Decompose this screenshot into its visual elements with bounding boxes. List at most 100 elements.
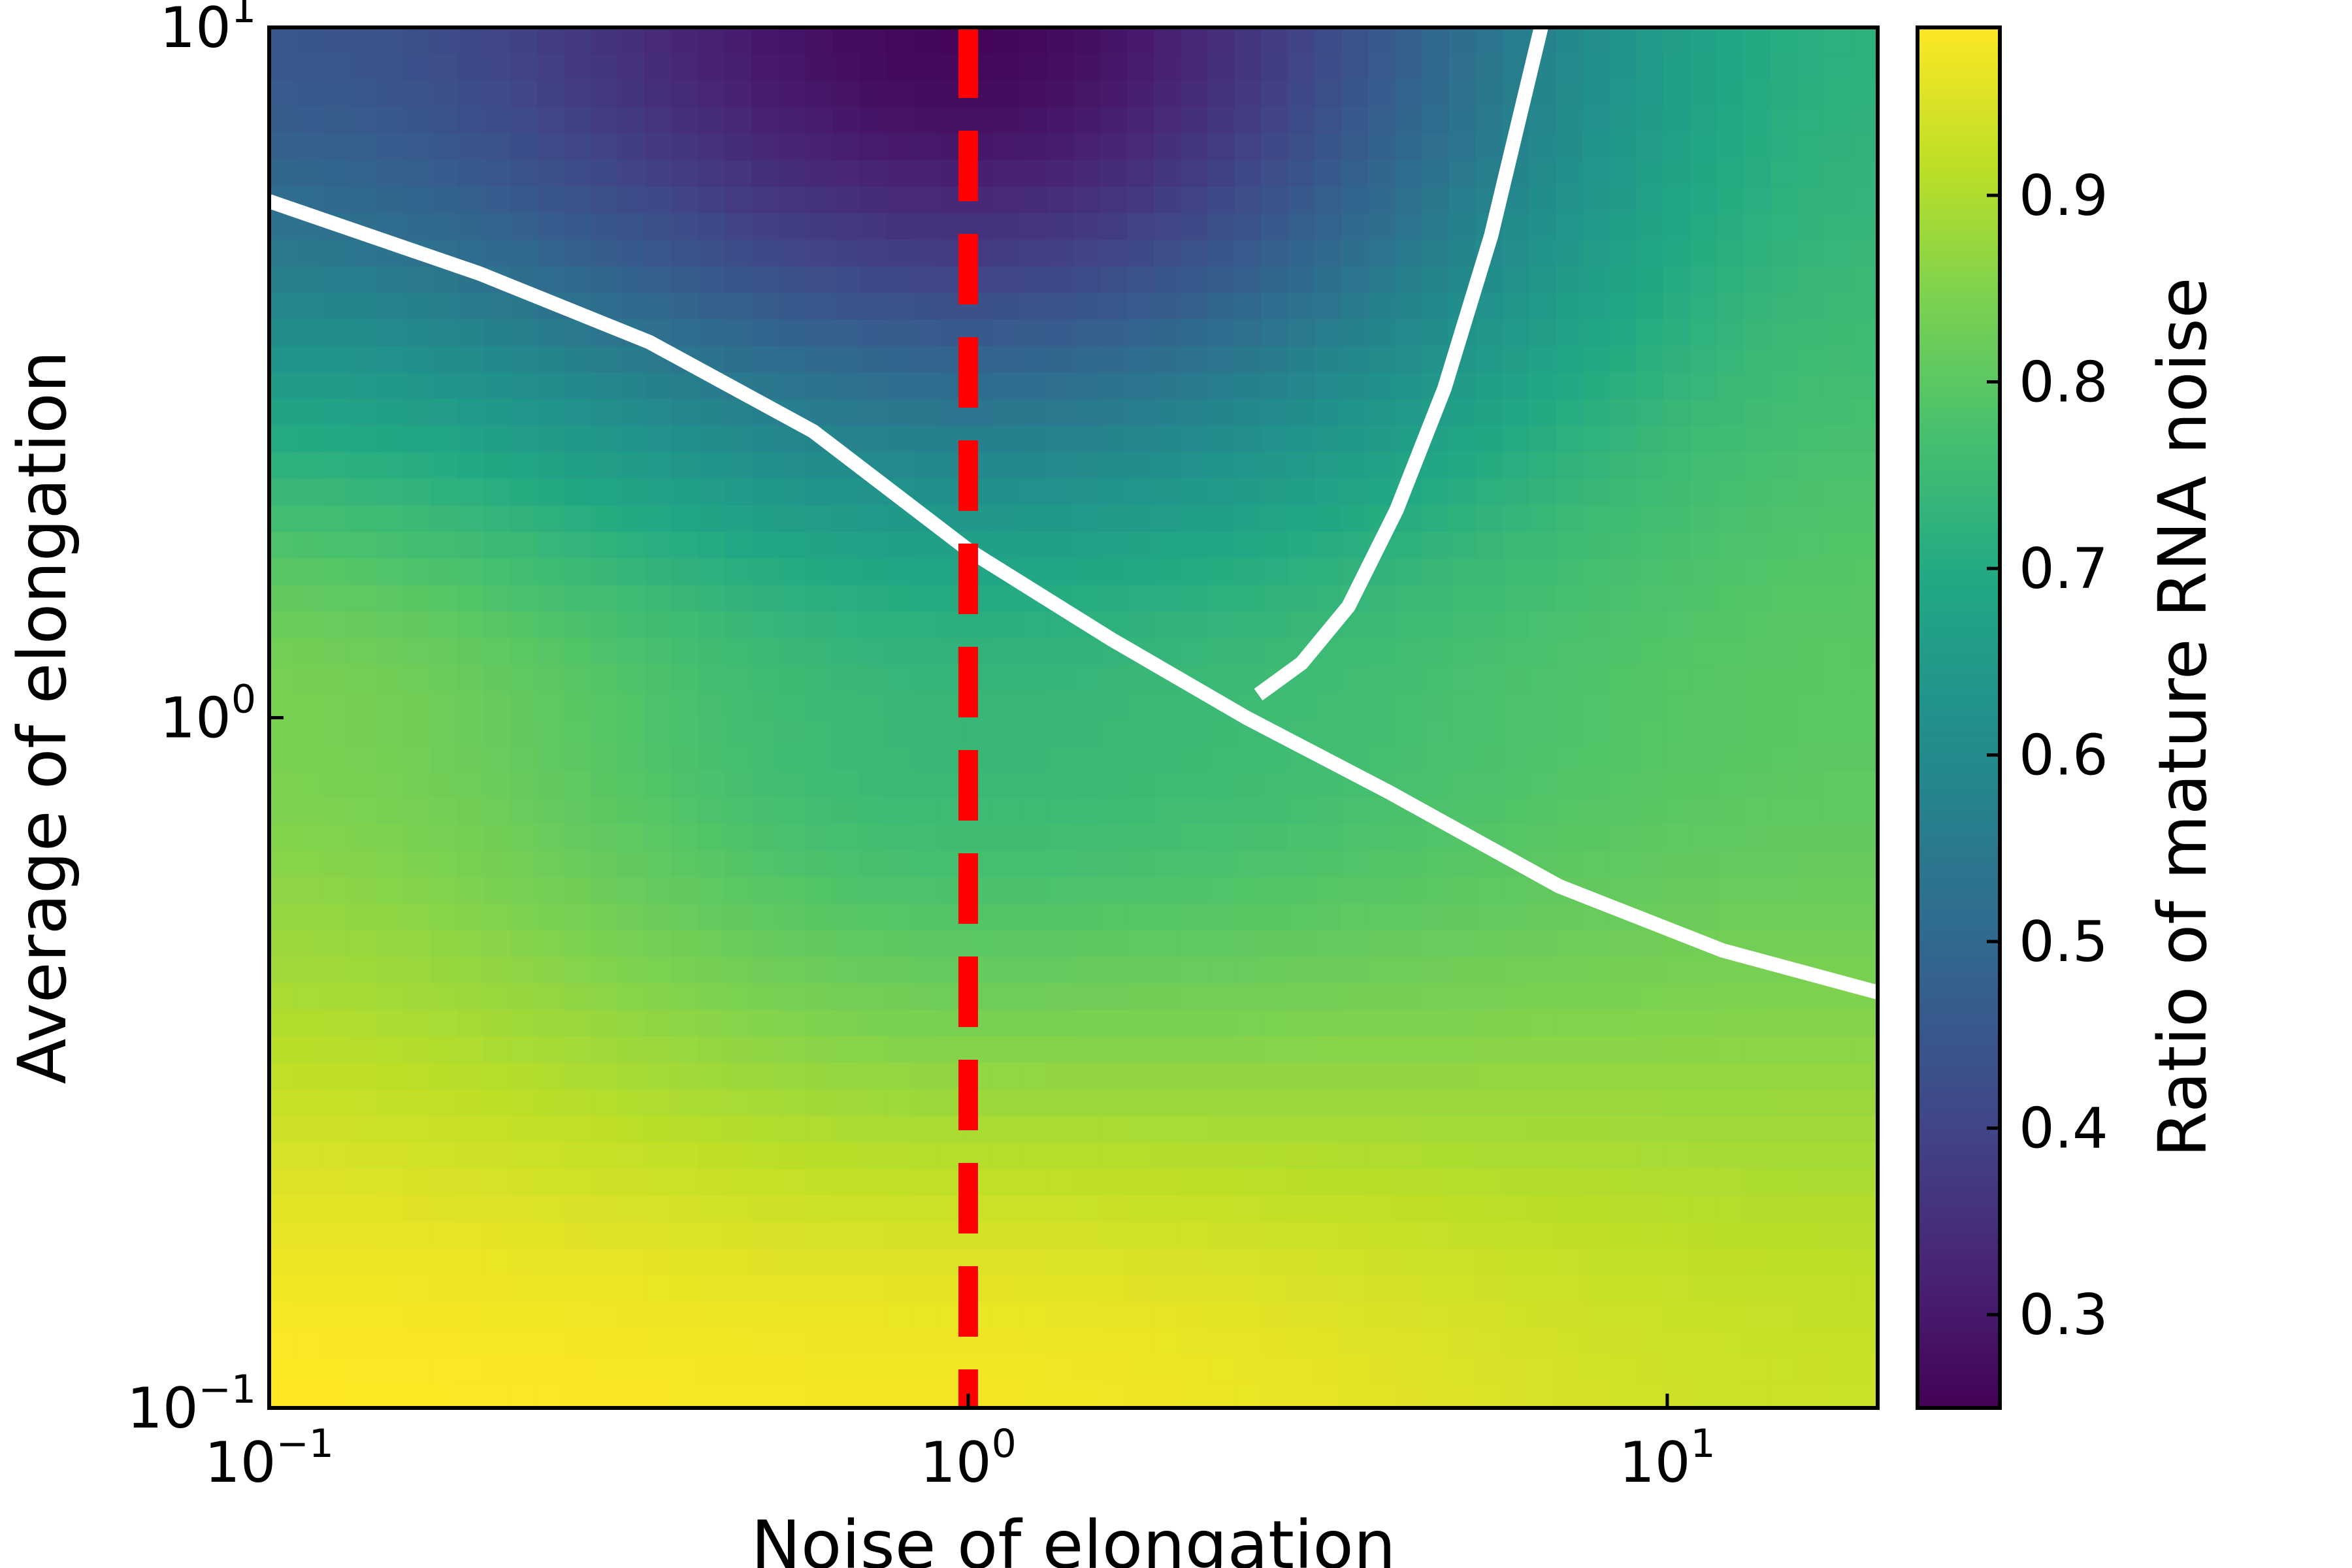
heatmap-cell	[725, 106, 753, 135]
heatmap-cell	[1073, 1275, 1102, 1303]
heatmap-cell	[1556, 293, 1584, 320]
heatmap-cell	[698, 1328, 726, 1356]
heatmap-cell	[1315, 532, 1343, 559]
heatmap-cell	[483, 850, 512, 878]
heatmap-cell	[778, 1328, 806, 1356]
heatmap-cell	[698, 558, 726, 586]
heatmap-cell	[1690, 478, 1718, 506]
heatmap-cell	[1448, 1062, 1477, 1090]
heatmap-cell	[537, 850, 565, 878]
heatmap-cell	[1261, 1222, 1289, 1250]
heatmap-cell	[376, 983, 404, 1011]
heatmap-cell	[778, 1116, 806, 1143]
heatmap-cell	[269, 1062, 297, 1090]
heatmap-cell	[1395, 903, 1423, 931]
heatmap-cell	[858, 1328, 887, 1356]
heatmap-cell	[1046, 1036, 1074, 1064]
heatmap-cell	[751, 1195, 779, 1223]
heatmap-cell	[751, 1381, 779, 1408]
heatmap-cell	[1261, 797, 1289, 825]
heatmap-cell	[885, 1381, 913, 1408]
heatmap-cell	[1690, 425, 1718, 453]
heatmap-cell	[1716, 452, 1744, 480]
heatmap-cell	[296, 452, 324, 480]
heatmap-cell	[510, 691, 538, 719]
heatmap-cell	[376, 664, 404, 692]
heatmap-cell	[1502, 1169, 1530, 1196]
heatmap-cell	[1154, 1275, 1182, 1303]
heatmap-cell	[1073, 133, 1102, 161]
heatmap-cell	[1770, 1275, 1798, 1303]
heatmap-cell	[1046, 133, 1074, 161]
heatmap-cell	[537, 319, 565, 347]
heatmap-cell	[403, 1036, 431, 1064]
heatmap-cell	[1019, 160, 1047, 188]
heatmap-cell	[1716, 372, 1744, 400]
heatmap-cell	[350, 1275, 378, 1303]
heatmap-cell	[885, 850, 913, 878]
heatmap-cell	[1797, 1301, 1825, 1330]
heatmap-cell	[591, 133, 619, 161]
heatmap-cell	[564, 558, 592, 586]
heatmap-cell	[376, 106, 404, 135]
heatmap-cell	[698, 80, 726, 108]
heatmap-cell	[564, 850, 592, 878]
heatmap-cell	[1422, 585, 1450, 612]
heatmap-cell	[751, 106, 779, 135]
heatmap-cell	[591, 585, 619, 612]
heatmap-cell	[992, 638, 1021, 666]
heatmap-cell	[1341, 1009, 1369, 1037]
heatmap-cell	[1850, 266, 1878, 294]
heatmap-cell	[1556, 452, 1584, 480]
heatmap-cell	[323, 717, 351, 745]
heatmap-cell	[1582, 956, 1610, 984]
heatmap-cell	[1154, 717, 1182, 745]
heatmap-cell	[1850, 877, 1878, 904]
heatmap-cell	[1395, 80, 1423, 108]
heatmap-cell	[1743, 293, 1771, 320]
heatmap-cell	[1181, 744, 1209, 772]
heatmap-cell	[430, 983, 458, 1011]
heatmap-cell	[832, 1036, 860, 1064]
heatmap-cell	[858, 956, 887, 984]
heatmap-cell	[1556, 1116, 1584, 1143]
heatmap-cell	[1261, 956, 1289, 984]
heatmap-cell	[805, 266, 833, 294]
heatmap-cell	[1716, 1169, 1744, 1196]
heatmap-cell	[858, 797, 887, 825]
heatmap-cell	[1609, 585, 1637, 612]
heatmap-cell	[805, 1169, 833, 1196]
heatmap-cell	[1448, 717, 1477, 745]
heatmap-cell	[778, 1089, 806, 1117]
heatmap-cell	[1797, 770, 1825, 798]
heatmap-cell	[1100, 1222, 1128, 1250]
heatmap-cell	[1743, 877, 1771, 904]
heatmap-cell	[537, 1328, 565, 1356]
heatmap-cell	[1181, 611, 1209, 639]
heatmap-cell	[1663, 213, 1691, 241]
heatmap-cell	[858, 1354, 887, 1382]
heatmap-cell	[591, 956, 619, 984]
heatmap-cell	[1690, 611, 1718, 639]
heatmap-cell	[1395, 106, 1423, 135]
heatmap-cell	[1341, 1222, 1369, 1250]
heatmap-cell	[725, 983, 753, 1011]
heatmap-cell	[1556, 80, 1584, 108]
heatmap-cell	[1234, 213, 1262, 241]
heatmap-cell	[725, 452, 753, 480]
heatmap-cell	[751, 877, 779, 904]
heatmap-cell	[1046, 240, 1074, 267]
heatmap-cell	[1636, 452, 1664, 480]
heatmap-cell	[617, 1222, 645, 1250]
heatmap-cell	[537, 160, 565, 188]
heatmap-cell	[1636, 240, 1664, 267]
heatmap-cell	[671, 1328, 699, 1356]
heatmap-cell	[1100, 585, 1128, 612]
heatmap-cell	[751, 80, 779, 108]
heatmap-cell	[698, 1222, 726, 1250]
heatmap-cell	[992, 54, 1021, 82]
heatmap-cell	[1797, 930, 1825, 958]
heatmap-cell	[296, 744, 324, 772]
heatmap-cell	[778, 850, 806, 878]
heatmap-cell	[591, 1009, 619, 1037]
